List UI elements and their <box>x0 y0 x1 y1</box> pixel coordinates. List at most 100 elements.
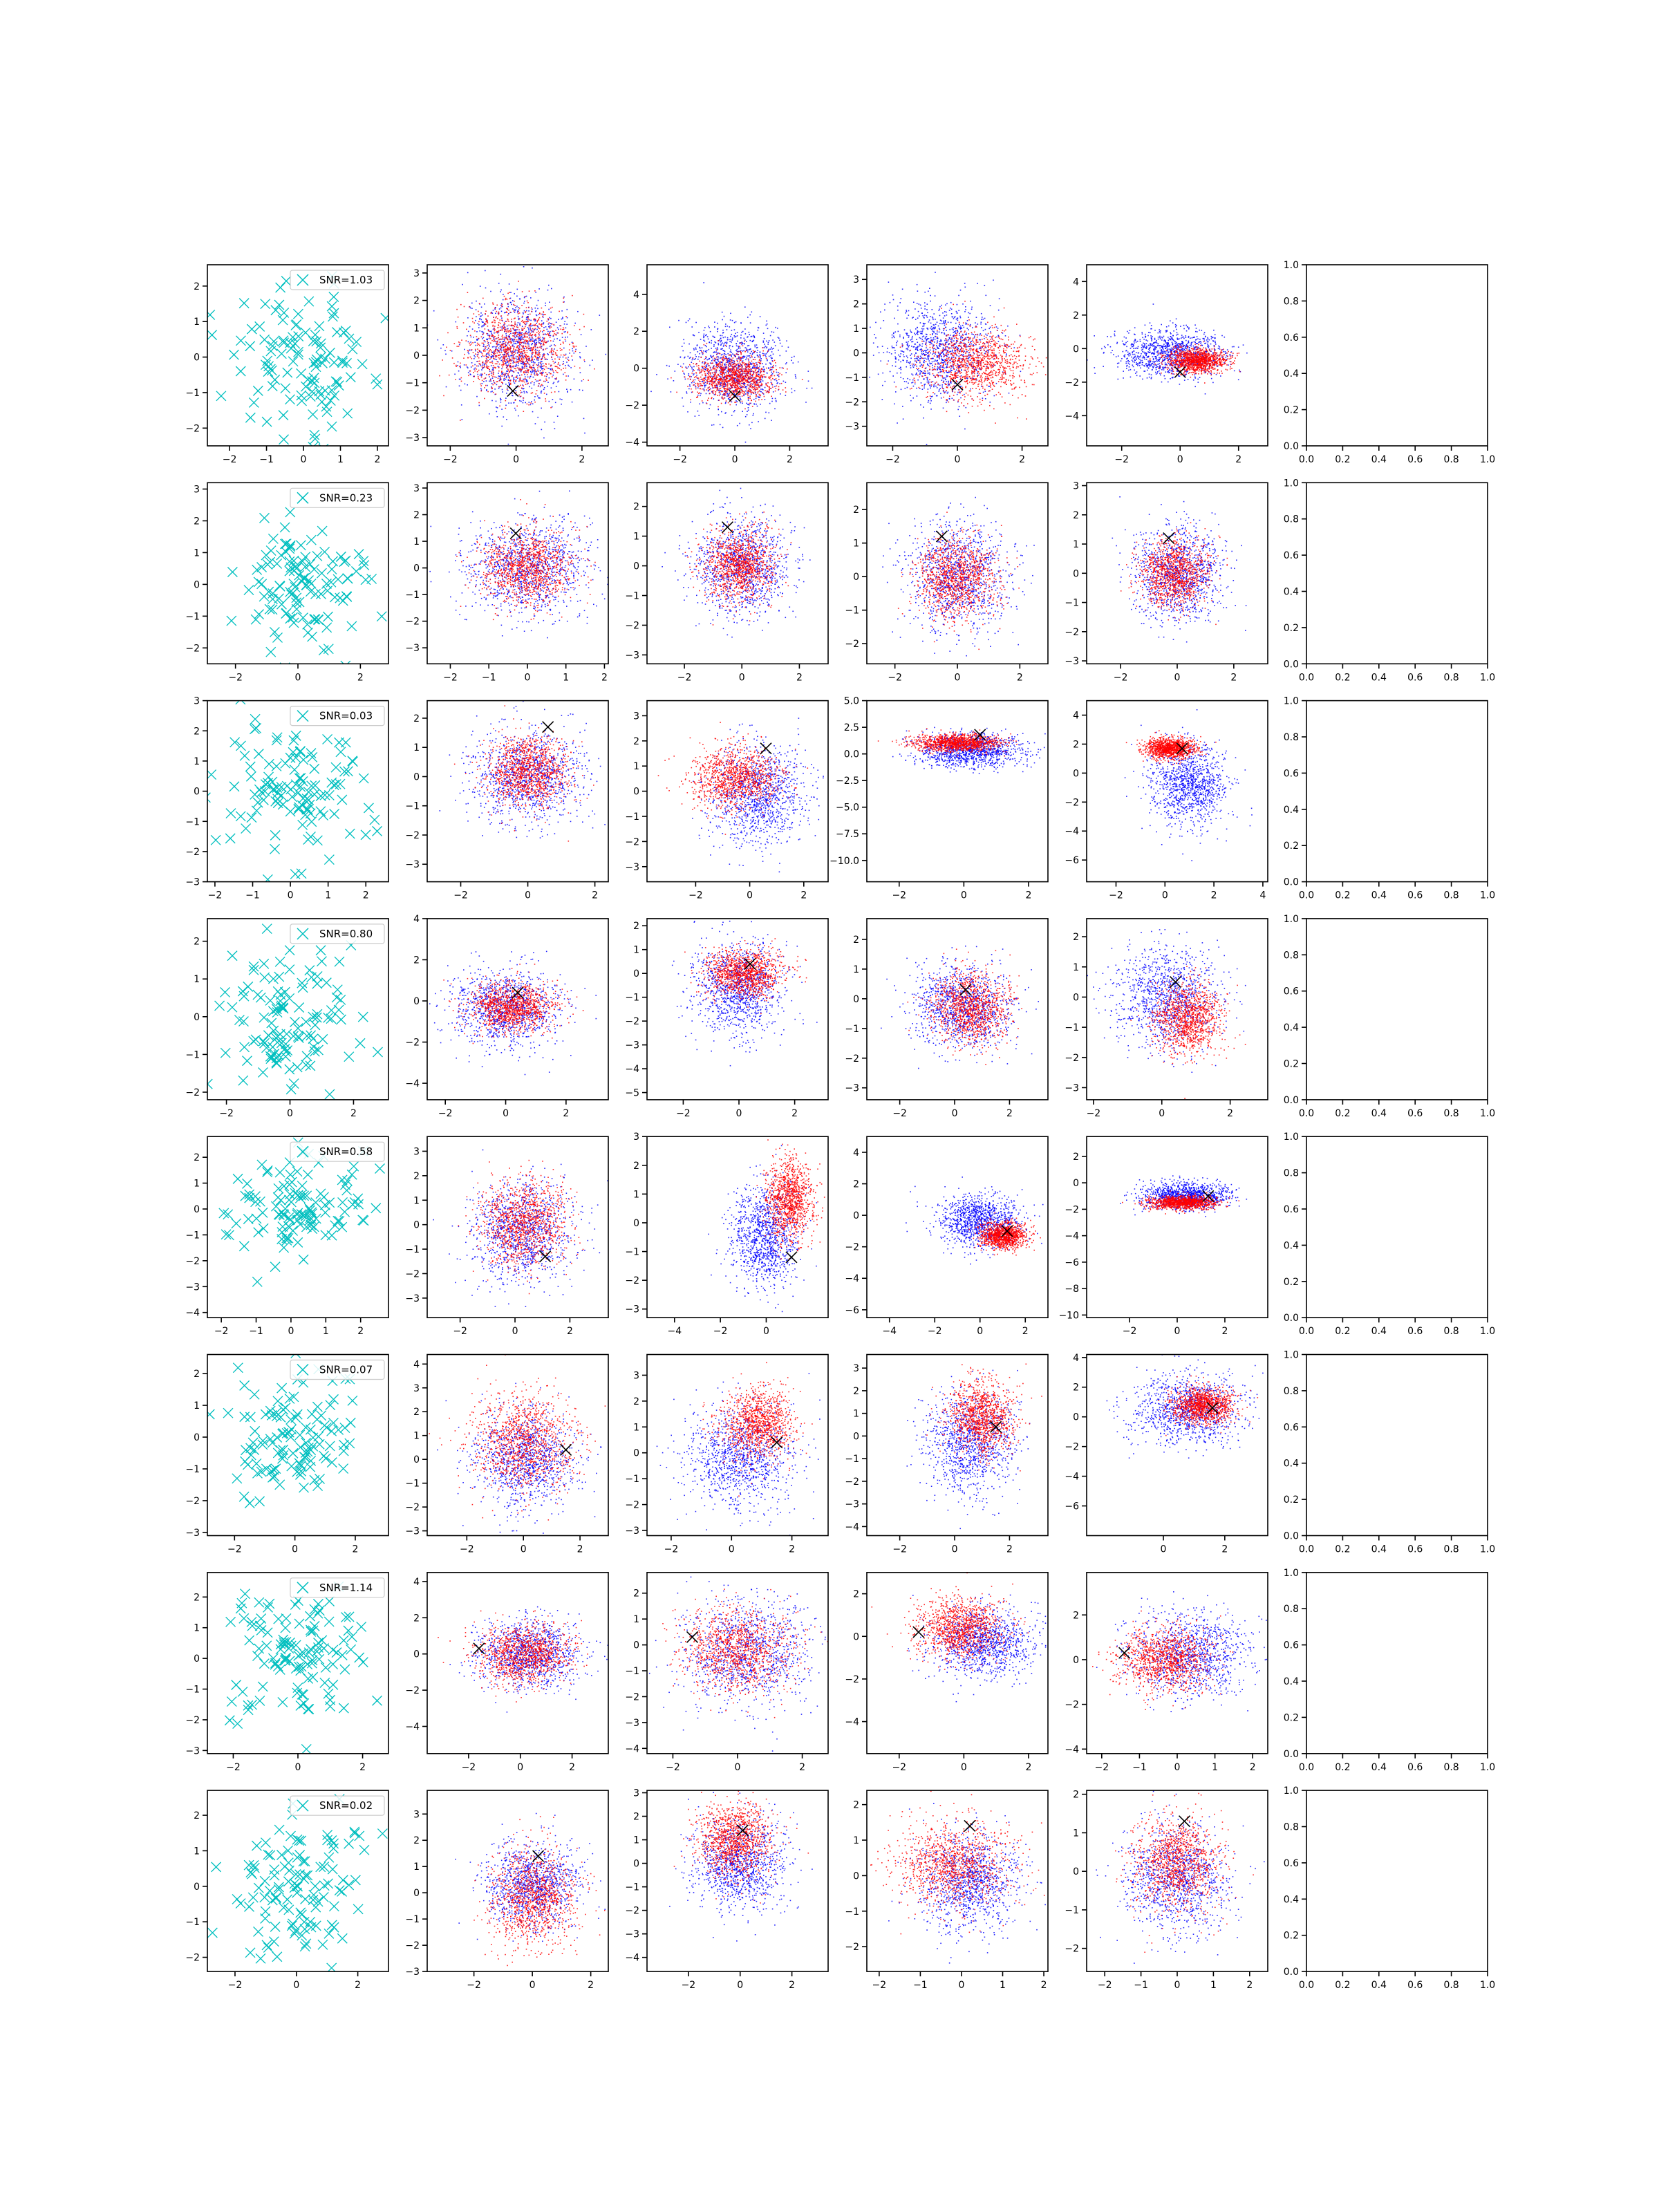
blue-point <box>506 373 507 375</box>
blue-point <box>988 352 989 353</box>
red-point <box>525 324 526 325</box>
red-point <box>711 397 713 399</box>
blue-point <box>988 328 990 330</box>
red-point <box>768 393 769 394</box>
red-point <box>510 328 512 330</box>
blue-point <box>748 410 749 411</box>
red-point <box>556 372 558 373</box>
blue-point <box>549 326 550 328</box>
red-point <box>740 372 741 373</box>
red-point <box>523 333 525 335</box>
red-point <box>446 347 447 348</box>
red-point <box>485 310 487 312</box>
red-point <box>484 398 485 400</box>
red-point <box>762 347 764 348</box>
red-point <box>483 350 485 352</box>
blue-point <box>564 332 565 333</box>
blue-point <box>926 336 928 337</box>
red-point <box>729 355 731 356</box>
blue-point <box>756 352 758 353</box>
red-point <box>507 315 509 316</box>
red-point <box>524 328 525 329</box>
red-point <box>490 349 491 350</box>
red-point <box>712 392 713 393</box>
blue-point <box>908 335 910 337</box>
blue-point <box>970 324 971 326</box>
red-point <box>472 321 474 323</box>
red-point <box>525 312 526 314</box>
blue-point <box>579 356 581 357</box>
blue-point <box>780 393 781 395</box>
blue-point <box>720 338 722 339</box>
red-point <box>734 370 735 371</box>
blue-point <box>483 346 485 347</box>
red-point <box>733 380 735 382</box>
blue-point <box>960 290 962 291</box>
blue-point <box>727 326 729 327</box>
blue-point <box>521 392 523 393</box>
red-point <box>507 350 509 351</box>
blue-point <box>536 315 538 317</box>
red-point <box>505 299 506 301</box>
red-point <box>702 370 704 371</box>
red-point <box>544 393 545 394</box>
red-point <box>753 350 754 352</box>
red-point <box>477 348 478 350</box>
red-point <box>755 393 756 394</box>
blue-point <box>691 362 693 363</box>
blue-point <box>794 356 795 357</box>
blue-point <box>983 330 984 332</box>
red-point <box>717 395 718 396</box>
red-point <box>671 377 672 379</box>
red-point <box>509 334 510 335</box>
red-point <box>749 366 751 368</box>
red-point <box>715 387 716 388</box>
red-point <box>579 329 581 330</box>
red-point <box>487 391 489 393</box>
red-point <box>559 368 561 370</box>
blue-point <box>495 338 496 339</box>
red-point <box>514 305 516 306</box>
red-point <box>477 345 478 346</box>
red-point <box>467 357 469 359</box>
blue-point <box>737 361 738 362</box>
red-point <box>729 397 730 398</box>
blue-point <box>498 388 500 389</box>
blue-point <box>760 316 761 317</box>
blue-point <box>484 349 485 350</box>
red-point <box>532 341 533 342</box>
red-point <box>527 356 528 357</box>
red-point <box>767 350 769 352</box>
red-point <box>724 376 726 377</box>
red-point <box>516 339 518 341</box>
blue-point <box>505 379 507 380</box>
red-point <box>699 369 700 371</box>
cluster-axes-y-tick-label: 0 <box>633 364 639 375</box>
blue-point <box>547 329 548 330</box>
blue-point <box>505 384 507 385</box>
blue-point <box>580 372 581 373</box>
blue-point <box>763 366 765 368</box>
red-point <box>494 329 496 330</box>
blue-point <box>907 344 908 346</box>
red-point <box>503 328 505 330</box>
red-point <box>535 347 536 348</box>
red-point <box>762 377 763 378</box>
red-point <box>528 348 529 349</box>
blue-point <box>764 369 765 371</box>
blue-point <box>572 348 573 350</box>
red-point <box>474 322 475 324</box>
red-point <box>737 380 738 382</box>
red-point <box>540 330 541 332</box>
red-point <box>482 353 483 355</box>
axes-frame <box>647 265 828 446</box>
red-point <box>470 357 471 358</box>
red-point <box>771 383 773 384</box>
red-point <box>457 328 458 329</box>
red-point <box>722 368 724 370</box>
blue-point <box>496 359 498 361</box>
red-point <box>741 375 742 376</box>
blue-point <box>931 326 932 328</box>
blue-point <box>900 373 901 374</box>
red-point <box>757 380 758 382</box>
